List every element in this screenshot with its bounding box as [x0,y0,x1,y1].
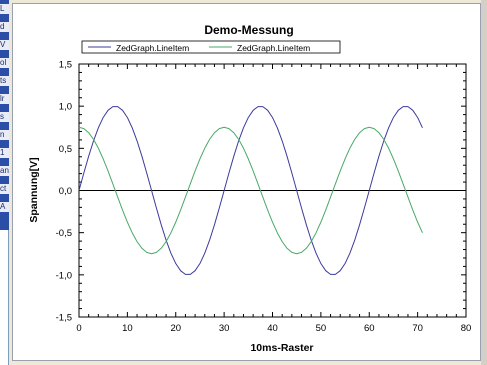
toolbar-tag[interactable]: 1 [0,148,9,158]
x-tick-label: 30 [219,323,230,334]
y-tick-label: 0,5 [59,144,72,155]
x-tick-label: 80 [461,323,472,334]
x-tick-label: 60 [364,323,375,334]
x-tick-labels: 0 10 20 30 40 50 60 70 80 [76,323,471,334]
y-tick-label: -1,5 [56,313,72,324]
series-line-2 [78,126,423,255]
toolbar-tag[interactable]: A [0,202,9,212]
toolbar-tag[interactable]: ol [0,58,9,68]
graph-panel: Demo-Messung ZedGraph.LineItem ZedGraph.… [12,3,481,361]
y-tick-labels: 1,5 1,0 0,5 0,0 -0,5 -1,0 -1,5 [56,60,72,324]
legend-label-2: ZedGraph.LineItem [237,43,310,53]
x-tick-label: 0 [76,323,81,334]
x-tick-label: 20 [170,323,181,334]
series-layer [78,106,423,275]
toolbar-tag[interactable]: an [0,166,9,176]
x-tick-label: 50 [316,323,327,334]
toolbar-tag[interactable]: ts [0,76,9,86]
chart-title: Demo-Messung [204,23,293,37]
toolbar-tag[interactable]: lr [0,94,9,104]
toolbar-tag[interactable]: L [0,4,9,14]
legend: ZedGraph.LineItem ZedGraph.LineItem [81,40,341,54]
y-tick-label: -0,5 [56,228,72,239]
x-axis-label: 10ms-Raster [250,342,313,354]
y-axis-label: Spannung[V] [28,157,40,222]
x-tick-label: 70 [412,323,423,334]
legend-label-1: ZedGraph.LineItem [116,43,189,53]
series-line-1 [78,106,423,275]
y-tick-label: 1,0 [59,102,72,113]
right-window-edge [481,0,487,365]
left-panel-lower [0,230,9,365]
x-tick-label: 40 [267,323,278,334]
toolbar-tag[interactable]: V [0,40,9,50]
y-tick-label: 0,0 [59,186,72,197]
y-tick-label: -1,0 [56,270,72,281]
toolbar-tag[interactable]: s [0,112,9,122]
chart-svg: Demo-Messung ZedGraph.LineItem ZedGraph.… [28,23,471,354]
toolbar-tag[interactable]: ct [0,184,9,194]
toolbar-tag[interactable]: n [0,130,9,140]
y-tick-label: 1,5 [59,60,72,71]
toolbar-tag[interactable]: d [0,22,9,32]
x-tick-label: 10 [122,323,133,334]
